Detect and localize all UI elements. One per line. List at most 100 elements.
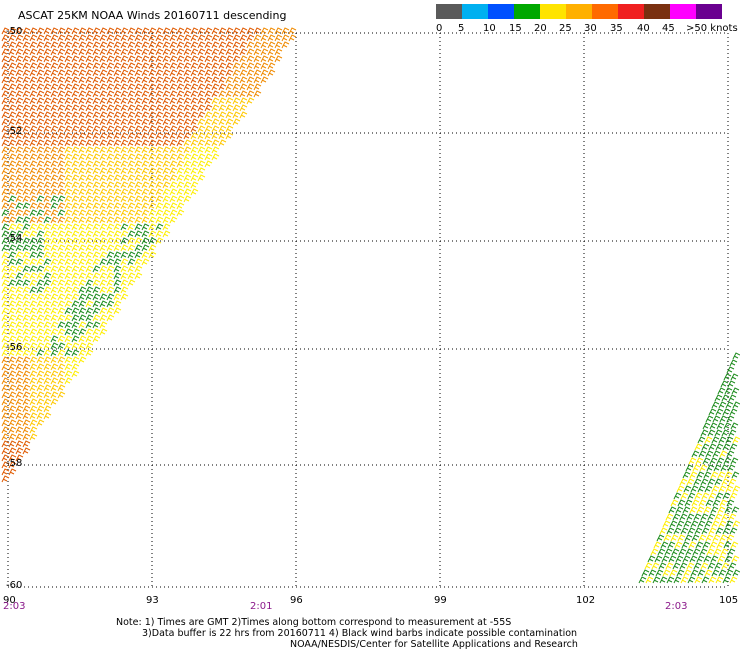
wind-barb xyxy=(689,555,698,563)
wind-barb xyxy=(701,576,710,584)
wind-barb xyxy=(64,223,73,231)
wind-barb xyxy=(15,76,24,84)
wind-barb xyxy=(99,41,108,49)
wind-barb xyxy=(50,209,59,217)
wind-barb xyxy=(99,237,108,245)
wind-barb xyxy=(169,83,178,91)
wind-barb xyxy=(36,314,45,322)
wind-barb xyxy=(707,478,716,486)
wind-barb xyxy=(127,265,136,273)
wind-barb xyxy=(78,265,87,273)
wind-barb xyxy=(169,167,178,175)
wind-barb xyxy=(1,48,10,56)
wind-barb xyxy=(720,548,729,556)
wind-barb xyxy=(218,41,227,49)
wind-barb xyxy=(732,401,740,409)
wind-barb xyxy=(36,216,45,224)
wind-barb xyxy=(120,118,129,126)
wind-barb xyxy=(232,118,241,126)
wind-barb xyxy=(50,202,59,210)
wind-barb xyxy=(57,377,66,385)
wind-barb xyxy=(22,447,31,455)
wind-barb xyxy=(176,111,185,119)
wind-barb xyxy=(197,160,206,168)
wind-barb xyxy=(64,174,73,182)
wind-barb xyxy=(169,118,178,126)
wind-barb xyxy=(665,513,674,521)
wind-barb xyxy=(204,153,213,161)
wind-barb xyxy=(717,471,726,479)
wind-barb xyxy=(141,125,150,133)
wind-barb xyxy=(57,69,66,77)
wind-barb xyxy=(176,97,185,105)
wind-barb xyxy=(141,69,150,77)
wind-barb xyxy=(22,321,31,329)
wind-barb xyxy=(29,398,38,406)
wind-barb xyxy=(92,244,101,252)
wind-barb xyxy=(8,132,17,140)
wind-barb xyxy=(50,314,59,322)
wind-barb xyxy=(22,69,31,77)
wind-barb xyxy=(99,90,108,98)
wind-barb xyxy=(225,41,234,49)
wind-barb xyxy=(43,328,52,336)
wind-barb xyxy=(1,321,10,329)
wind-barb xyxy=(8,307,17,315)
wind-barb xyxy=(246,41,255,49)
wind-barb xyxy=(148,230,157,238)
wind-barb xyxy=(719,499,728,507)
wind-barb xyxy=(211,118,220,126)
wind-barb xyxy=(64,90,73,98)
wind-barb xyxy=(43,405,52,413)
wind-barb xyxy=(50,34,59,42)
wind-barb xyxy=(253,76,262,84)
wind-barb xyxy=(141,76,150,84)
wind-barb xyxy=(50,293,59,301)
wind-barb xyxy=(15,195,24,203)
wind-barb xyxy=(85,307,94,315)
wind-barb xyxy=(197,69,206,77)
wind-barb xyxy=(113,174,122,182)
wind-barb xyxy=(127,230,136,238)
wind-barb xyxy=(693,478,702,486)
wind-barb xyxy=(183,160,192,168)
wind-barb xyxy=(43,41,52,49)
wind-barb xyxy=(29,405,38,413)
wind-barb xyxy=(246,55,255,63)
wind-barb xyxy=(134,97,143,105)
wind-barb xyxy=(672,513,681,521)
wind-barb xyxy=(8,83,17,91)
wind-barb xyxy=(8,174,17,182)
wind-barb xyxy=(190,48,199,56)
wind-barb xyxy=(690,485,699,493)
wind-barb xyxy=(120,90,129,98)
wind-barb xyxy=(22,125,31,133)
wind-barb xyxy=(15,384,24,392)
wind-barb xyxy=(50,139,59,147)
wind-barb xyxy=(664,548,673,556)
wind-barb xyxy=(36,48,45,56)
wind-barb xyxy=(78,181,87,189)
wind-barb xyxy=(686,478,695,486)
wind-barb xyxy=(162,76,171,84)
wind-barb xyxy=(29,132,38,140)
wind-barb xyxy=(78,139,87,147)
wind-barb xyxy=(162,139,171,147)
wind-barb xyxy=(50,104,59,112)
wind-barb xyxy=(113,83,122,91)
wind-barb xyxy=(225,111,234,119)
wind-barb xyxy=(127,146,136,154)
wind-barb xyxy=(113,237,122,245)
wind-barb xyxy=(36,97,45,105)
wind-barb xyxy=(183,139,192,147)
wind-barb xyxy=(190,83,199,91)
wind-barb xyxy=(22,167,31,175)
wind-barb xyxy=(1,461,10,469)
wind-barb xyxy=(651,562,660,570)
wind-barb xyxy=(78,90,87,98)
wind-barb xyxy=(155,132,164,140)
wind-barb xyxy=(78,69,87,77)
wind-barb xyxy=(22,181,31,189)
wind-barb xyxy=(148,83,157,91)
wind-barb xyxy=(211,27,220,35)
